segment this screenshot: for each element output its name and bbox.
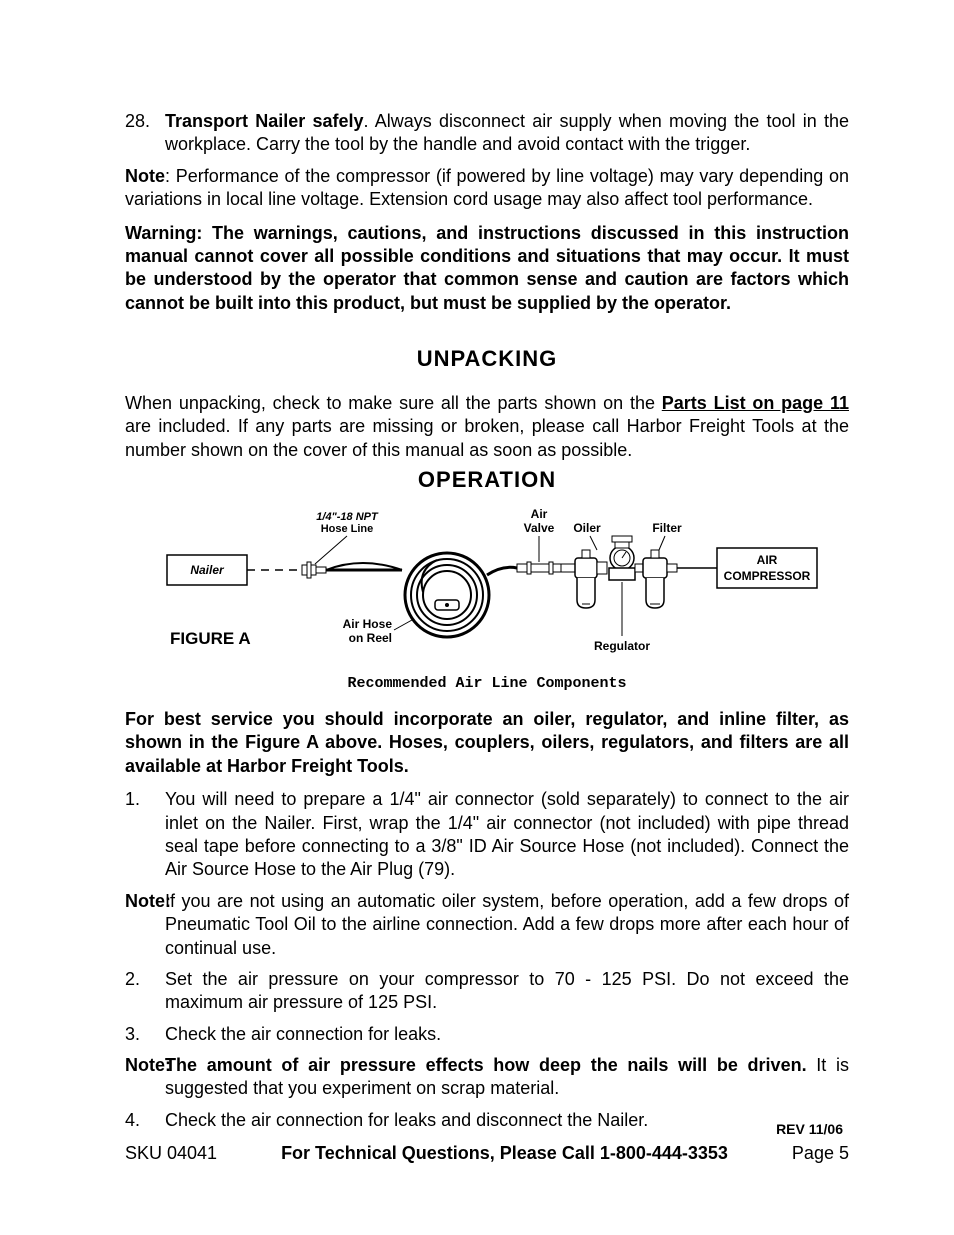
item-number: 28. xyxy=(125,110,165,157)
operation-step-1: 1. You will need to prepare a 1/4" air c… xyxy=(125,788,849,882)
page-footer: REV 11/06 SKU 04041 For Technical Questi… xyxy=(125,1120,849,1165)
label-hose-top: 1/4"-18 NPT xyxy=(316,511,379,523)
item-text: Transport Nailer safely. Always disconne… xyxy=(165,110,849,157)
footer-page: Page 5 xyxy=(792,1142,849,1165)
document-page: 28. Transport Nailer safely. Always disc… xyxy=(0,0,954,1235)
footer-phone: For Technical Questions, Please Call 1-8… xyxy=(281,1142,728,1165)
operation-intro: For best service you should incorporate … xyxy=(125,708,849,778)
parts-list-link[interactable]: Parts List on page 11 xyxy=(662,393,849,413)
note-label: Note xyxy=(125,166,165,186)
oiler xyxy=(561,550,597,608)
unpacking-pre: When unpacking, check to make sure all t… xyxy=(125,393,662,413)
note-bold: The amount of air pressure effects how d… xyxy=(165,1055,807,1075)
label-hose-bot: Hose Line xyxy=(321,523,374,535)
regulator xyxy=(597,536,643,580)
heading-operation: OPERATION xyxy=(125,466,849,495)
note-text: The amount of air pressure effects how d… xyxy=(165,1054,849,1101)
safety-item-28: 28. Transport Nailer safely. Always disc… xyxy=(125,110,849,157)
step-number: 1. xyxy=(125,788,165,882)
label-compressor-top: AIR xyxy=(757,553,778,567)
unpacking-paragraph: When unpacking, check to make sure all t… xyxy=(125,392,849,462)
label-compressor-bot: COMPRESSOR xyxy=(724,569,811,583)
note-oiler: Note: If you are not using an automatic … xyxy=(125,890,849,960)
figure-caption: Recommended Air Line Components xyxy=(125,674,849,694)
air-hose-reel xyxy=(405,553,489,637)
filter xyxy=(643,550,677,608)
warning-paragraph: Warning: The warnings, cautions, and ins… xyxy=(125,222,849,316)
label-nailer: Nailer xyxy=(190,563,225,577)
note-text: Note: Performance of the compressor (if … xyxy=(125,165,849,212)
label-valve-bot: Valve xyxy=(524,521,555,535)
unpacking-post: are included. If any parts are missing o… xyxy=(125,416,849,459)
label-oiler: Oiler xyxy=(573,521,601,535)
label-regulator: Regulator xyxy=(594,639,650,653)
note-performance: Note: Performance of the compressor (if … xyxy=(125,165,849,212)
heading-unpacking: UNPACKING xyxy=(125,345,849,374)
note-depth: Note: The amount of air pressure effects… xyxy=(125,1054,849,1101)
step-text: You will need to prepare a 1/4" air conn… xyxy=(165,788,849,882)
step-number: 3. xyxy=(125,1023,165,1046)
figure-a: Nailer 1/4"-18 NPT Hose Line xyxy=(125,500,849,670)
note-text: If you are not using an automatic oiler … xyxy=(165,890,849,960)
label-reel-top: Air Hose xyxy=(343,617,393,631)
footer-rev: REV 11/06 xyxy=(125,1120,849,1138)
label-reel-bot: on Reel xyxy=(349,631,392,645)
air-valve xyxy=(517,562,561,574)
footer-sku: SKU 04041 xyxy=(125,1142,217,1165)
label-filter: Filter xyxy=(652,521,682,535)
label-valve-top: Air xyxy=(531,507,548,521)
step-number: 2. xyxy=(125,968,165,1015)
step-text: Check the air connection for leaks. xyxy=(165,1023,849,1046)
operation-step-2: 2. Set the air pressure on your compress… xyxy=(125,968,849,1015)
step-text: Set the air pressure on your compressor … xyxy=(165,968,849,1015)
item-bold: Transport Nailer safely xyxy=(165,111,364,131)
figure-label: FIGURE A xyxy=(170,628,251,650)
operation-step-3: 3. Check the air connection for leaks. xyxy=(125,1023,849,1046)
